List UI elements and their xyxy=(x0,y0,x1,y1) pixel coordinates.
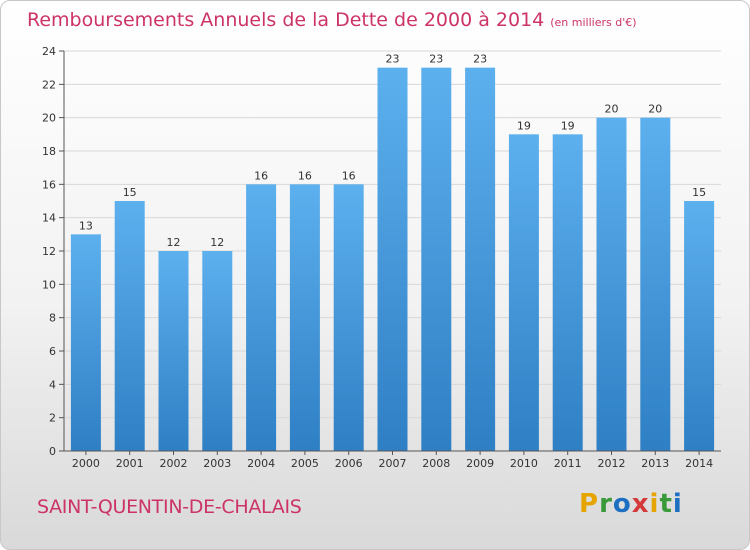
bar-value-label: 15 xyxy=(692,186,706,199)
bar xyxy=(70,234,101,451)
x-tick-label: 2003 xyxy=(203,457,231,470)
x-tick-label: 2008 xyxy=(422,457,450,470)
x-tick-label: 2010 xyxy=(510,457,538,470)
y-tick-label: 22 xyxy=(42,78,56,91)
bar-value-label: 20 xyxy=(648,103,662,116)
y-tick-label: 14 xyxy=(42,212,56,225)
bar xyxy=(333,184,364,452)
bar-value-label: 23 xyxy=(429,53,443,66)
bar xyxy=(552,134,583,452)
x-tick-label: 2000 xyxy=(72,457,100,470)
title-unit: (en milliers d'€) xyxy=(550,16,637,29)
logo-letter: r xyxy=(599,489,613,519)
y-tick-label: 8 xyxy=(49,312,56,325)
y-tick-label: 0 xyxy=(49,445,56,458)
y-tick-label: 16 xyxy=(42,178,56,191)
bar-value-label: 16 xyxy=(342,169,356,182)
bar xyxy=(508,134,539,452)
x-tick-label: 2012 xyxy=(598,457,626,470)
x-tick-label: 2011 xyxy=(554,457,582,470)
data-labels: 13 15 12 12 16 16 16 23 23 23 19 19 20 20 15 xyxy=(79,53,706,249)
bar-value-label: 15 xyxy=(123,186,137,199)
bar-value-label: 23 xyxy=(386,53,400,66)
bar xyxy=(246,184,277,452)
bar xyxy=(377,67,408,452)
x-tick-label: 2009 xyxy=(466,457,494,470)
city-name: SAINT-QUENTIN-DE-CHALAIS xyxy=(37,496,302,518)
y-tick-label: 18 xyxy=(42,145,56,158)
bar-value-label: 13 xyxy=(79,219,93,232)
y-tick-label: 2 xyxy=(49,412,56,425)
y-tick-label: 4 xyxy=(49,378,56,391)
title-main: Remboursements Annuels de la Dette de 20… xyxy=(27,9,545,31)
bar-value-label: 16 xyxy=(254,169,268,182)
logo-letter: t xyxy=(659,489,673,519)
bar-value-label: 23 xyxy=(473,53,487,66)
bar-value-label: 20 xyxy=(605,103,619,116)
x-tick-label: 2006 xyxy=(335,457,363,470)
x-tick-label: 2013 xyxy=(641,457,669,470)
bar-value-label: 12 xyxy=(167,236,181,249)
y-tick-label: 24 xyxy=(42,45,56,58)
logo-letter: i xyxy=(672,489,683,519)
y-tick-label: 10 xyxy=(42,278,56,291)
x-tick-label: 2002 xyxy=(160,457,188,470)
bar xyxy=(114,201,145,451)
bar-value-label: 19 xyxy=(517,119,531,132)
bar xyxy=(289,184,320,452)
bar xyxy=(158,251,189,451)
y-tick-label: 12 xyxy=(42,245,56,258)
x-tick-label: 2007 xyxy=(379,457,407,470)
logo-letter: P xyxy=(579,489,600,519)
bar xyxy=(202,251,233,451)
logo-letter: x xyxy=(631,489,650,519)
logo-letter: i xyxy=(649,489,660,519)
bar-value-label: 12 xyxy=(210,236,224,249)
x-tick-label: 2005 xyxy=(291,457,319,470)
proxiti-logo: Proxiti xyxy=(579,489,683,519)
bar-value-label: 19 xyxy=(561,119,575,132)
x-tick-label: 2014 xyxy=(685,457,713,470)
bar xyxy=(421,67,452,452)
logo-letter: o xyxy=(612,489,632,519)
bar-value-label: 16 xyxy=(298,169,312,182)
bar xyxy=(465,67,496,452)
bar xyxy=(640,117,671,452)
y-tick-label: 6 xyxy=(49,345,56,358)
bar xyxy=(596,117,627,452)
y-tick-label: 20 xyxy=(42,112,56,125)
chart-title: Remboursements Annuels de la Dette de 20… xyxy=(27,9,637,31)
x-tick-label: 2004 xyxy=(247,457,275,470)
bars xyxy=(70,67,715,452)
x-tick-label: 2001 xyxy=(116,457,144,470)
bar xyxy=(684,201,715,451)
